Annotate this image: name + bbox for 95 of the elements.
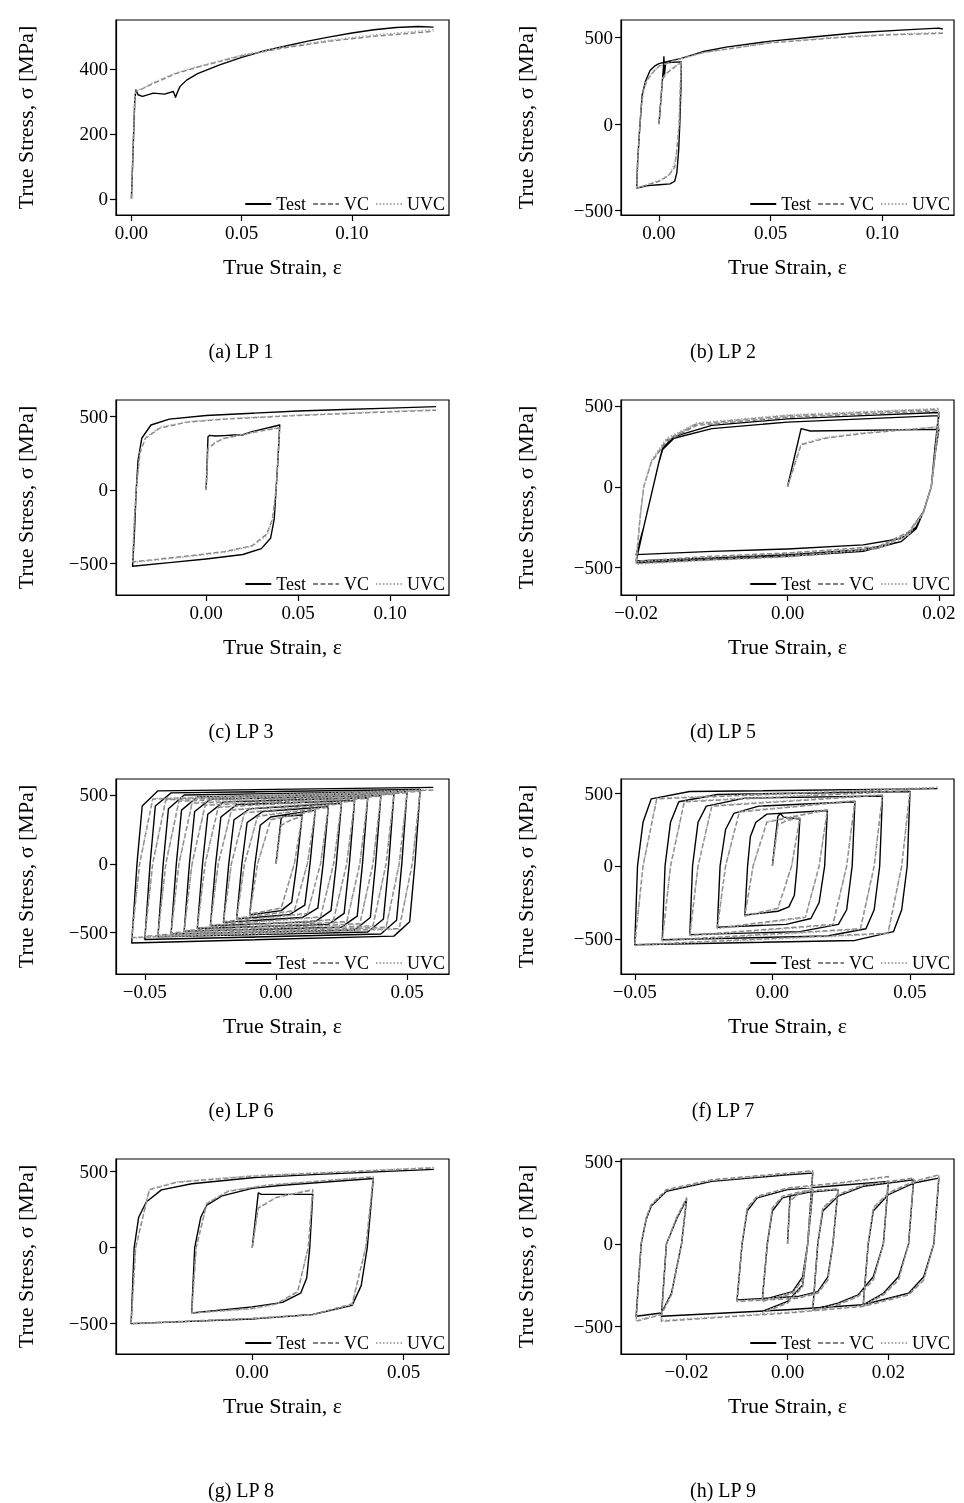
y-tick-label: 500 [584, 394, 613, 416]
legend-label: Test [781, 953, 811, 973]
legend-label: VC [848, 953, 875, 973]
y-tick-label: 0 [98, 1236, 108, 1258]
y-axis-title: True Stress, σ [MPa] [512, 25, 538, 210]
text: (a) LP 1 [208, 340, 274, 363]
y-tick-label: 0 [603, 1232, 613, 1254]
x-tick-label: 0.00 [755, 981, 789, 1002]
x-tick-label: 0.00 [770, 1360, 805, 1382]
y-tick-label: 0 [603, 113, 613, 135]
y-tick-label: −500 [573, 1315, 613, 1337]
y-tick-label: −500 [573, 200, 613, 222]
x-tick-label: 0.05 [281, 601, 315, 623]
legend-label: Test [276, 194, 306, 214]
y-tick-label: −500 [573, 928, 613, 950]
x-tick-label: 0.05 [390, 981, 424, 1002]
legend-label: UVC [912, 573, 951, 594]
x-tick-label: 0.05 [754, 222, 788, 243]
x-tick-label: −0.05 [122, 981, 167, 1002]
x-tick-label: 0.05 [225, 222, 259, 243]
y-axis-title: True Stress, σ [MPa] [12, 784, 38, 969]
y-axis-title: True Stress, σ [MPa] [512, 1164, 538, 1348]
legend-label: Test [276, 573, 306, 594]
y-tick-label: −500 [68, 1312, 108, 1334]
text: (b) LP 2 [690, 340, 756, 363]
y-tick-label: 0 [603, 855, 613, 877]
x-tick-label: 0.10 [373, 601, 407, 623]
x-tick-label: 0.02 [871, 1360, 906, 1382]
y-axis-title: True Stress, σ [MPa] [12, 25, 38, 210]
legend-label: VC [343, 573, 370, 594]
y-axis-title: True Stress, σ [MPa] [512, 784, 538, 969]
text: (g) LP 8 [208, 1478, 274, 1502]
legend-label: VC [343, 953, 370, 973]
legend-label: VC [343, 1332, 370, 1353]
legend-label: UVC [912, 1332, 951, 1353]
x-tick-label: 0.10 [865, 222, 900, 243]
x-tick-label: 0.05 [386, 1360, 421, 1382]
x-tick-label: 0.00 [259, 981, 293, 1002]
legend-label: UVC [407, 1332, 446, 1353]
y-tick-label: −500 [68, 552, 108, 574]
y-tick-label: 0 [603, 475, 613, 497]
legend-label: VC [848, 194, 875, 214]
y-tick-label: 0 [98, 853, 108, 875]
legend-label: UVC [407, 573, 446, 594]
x-axis-title: True Strain, ε [727, 1012, 848, 1038]
legend-label: VC [848, 573, 875, 594]
y-tick-label: 500 [584, 782, 613, 804]
legend-label: UVC [407, 194, 446, 214]
y-axis-title: True Stress, σ [MPa] [512, 405, 538, 589]
legend-label: UVC [912, 953, 951, 973]
y-axis-title: True Stress, σ [MPa] [12, 405, 38, 589]
x-tick-label: 0.00 [642, 222, 676, 243]
y-tick-label: 0 [98, 478, 108, 500]
x-axis-title: True Strain, ε [727, 633, 848, 658]
text: (h) LP 9 [690, 1478, 756, 1502]
x-tick-label: 0.02 [922, 601, 956, 623]
y-tick-label: 400 [79, 58, 108, 80]
x-axis-title: True Strain, ε [727, 1392, 848, 1417]
legend-label: VC [848, 1332, 875, 1353]
legend-label: Test [781, 573, 811, 594]
x-axis-title: True Strain, ε [222, 253, 343, 279]
x-tick-label: −0.02 [614, 601, 659, 623]
x-tick-label: −0.02 [664, 1360, 709, 1382]
legend-label: VC [343, 194, 370, 214]
y-tick-label: 500 [584, 27, 613, 49]
x-tick-label: 0.00 [114, 222, 149, 243]
x-tick-label: 0.00 [189, 601, 223, 623]
y-tick-label: 200 [79, 123, 108, 145]
x-tick-label: 0.00 [235, 1360, 269, 1382]
legend-label: UVC [407, 953, 446, 973]
x-axis-title: True Strain, ε [222, 1392, 343, 1417]
legend-label: Test [276, 1332, 306, 1353]
y-tick-label: −500 [573, 556, 613, 578]
y-tick-label: 500 [79, 405, 108, 427]
x-tick-label: 0.05 [893, 981, 927, 1002]
x-axis-title: True Strain, ε [727, 253, 848, 279]
x-axis-title: True Strain, ε [222, 633, 343, 658]
y-tick-label: 500 [584, 1150, 613, 1172]
x-axis-title: True Strain, ε [222, 1012, 343, 1038]
y-tick-label: 500 [79, 1160, 108, 1182]
legend-label: UVC [912, 194, 951, 214]
legend-label: Test [276, 953, 306, 973]
legend-label: Test [781, 1332, 811, 1353]
y-tick-label: −500 [68, 922, 108, 944]
y-tick-label: 0 [98, 188, 108, 210]
text: (d) LP 5 [690, 719, 756, 743]
x-tick-label: 0.10 [335, 222, 369, 243]
text: (c) LP 3 [208, 719, 274, 743]
text: (f) LP 7 [691, 1099, 755, 1122]
x-tick-label: 0.00 [770, 601, 805, 623]
x-tick-label: −0.05 [612, 981, 657, 1002]
text: (e) LP 6 [208, 1099, 274, 1122]
y-tick-label: 500 [79, 784, 108, 806]
legend-label: Test [781, 194, 811, 214]
y-axis-title: True Stress, σ [MPa] [12, 1164, 38, 1348]
